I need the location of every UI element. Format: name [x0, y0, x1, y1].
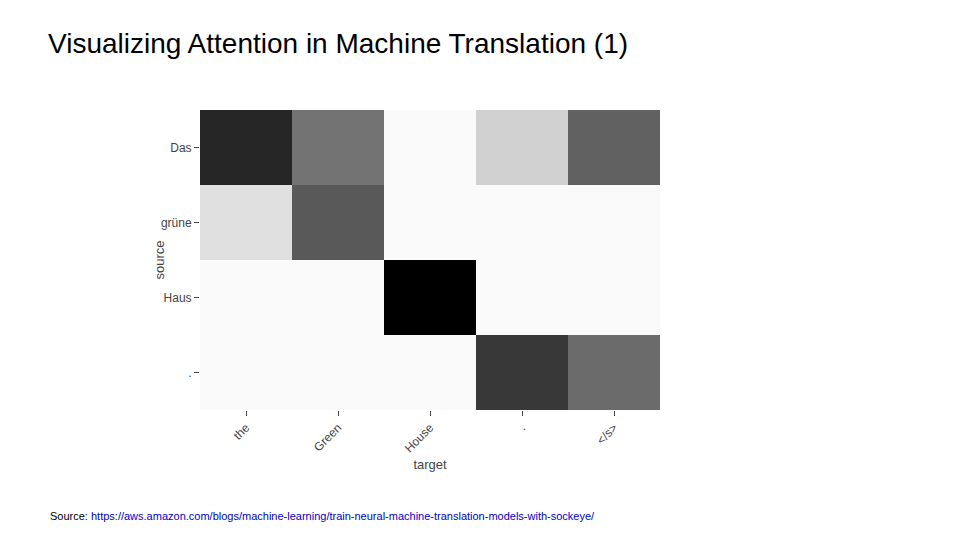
svg-text:Haus: Haus — [164, 291, 192, 305]
svg-text:.: . — [516, 421, 528, 433]
svg-text:target: target — [413, 457, 447, 472]
svg-text:</s>: </s> — [594, 421, 620, 447]
svg-text:House: House — [402, 421, 437, 456]
svg-text:Visualizing Attention in Machi: Visualizing Attention in Machine Transla… — [48, 28, 628, 59]
svg-text:Source: https://aws.amazon.com: Source: https://aws.amazon.com/blogs/mac… — [50, 510, 595, 522]
svg-text:Das: Das — [170, 141, 191, 155]
svg-text:source: source — [152, 240, 167, 279]
svg-text:the: the — [231, 421, 253, 443]
svg-text:grüne: grüne — [161, 216, 192, 230]
svg-text:.: . — [188, 366, 191, 380]
svg-text:Green: Green — [311, 421, 344, 454]
